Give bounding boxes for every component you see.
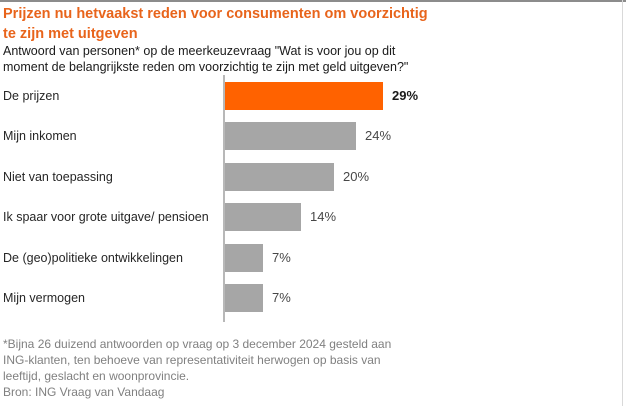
bar-ik-spaar-voor-grote-uitgave-pensioen [225,203,301,231]
value-label-mijn-vermogen: 7% [272,290,291,305]
value-label-niet-van-toepassing: 20% [343,169,370,184]
value-label-de-geo-politieke-ontwikkelingen: 7% [272,250,291,265]
value-label-de-prijzen: 29% [392,88,419,103]
bar-row-mijn-inkomen: Mijn inkomen 24% [0,122,626,150]
value-label-mijn-inkomen: 24% [365,128,392,143]
bar-row-de-prijzen: De prijzen 29% [0,82,626,110]
bar-row-ik-spaar-voor-grote-uitgave-pensioen: Ik spaar voor grote uitgave/ pensioen 14% [0,203,626,231]
bar-mijn-vermogen [225,284,263,312]
bar-de-prijzen [225,82,383,110]
top-border-rule [0,0,626,2]
chart-title: Prijzen nu hetvaakst reden voor consumen… [3,6,428,42]
category-label-mijn-inkomen: Mijn inkomen [3,129,77,143]
bar-row-niet-van-toepassing: Niet van toepassing 20% [0,163,626,191]
chart-subtitle: Antwoord van personen* op de meerkeuzevr… [3,44,409,74]
bar-row-de-geo-politieke-ontwikkelingen: De (geo)politieke ontwikkelingen 7% [0,244,626,272]
category-label-ik-spaar-voor-grote-uitgave-pensioen: Ik spaar voor grote uitgave/ pensioen [3,210,209,224]
category-label-niet-van-toepassing: Niet van toepassing [3,170,113,184]
bar-niet-van-toepassing [225,163,334,191]
category-label-de-geo-politieke-ontwikkelingen: De (geo)politieke ontwikkelingen [3,251,183,265]
right-border-rule [622,0,623,406]
category-label-mijn-vermogen: Mijn vermogen [3,291,85,305]
category-label-de-prijzen: De prijzen [3,89,60,103]
bar-row-mijn-vermogen: Mijn vermogen 7% [0,284,626,312]
value-label-ik-spaar-voor-grote-uitgave-pensioen: 14% [310,209,337,224]
source-credit: Bron: ING Vraag van Vandaag [3,385,165,399]
bar-mijn-inkomen [225,122,356,150]
chart-footnote: *Bijna 26 duizend antwoorden op vraag op… [3,337,392,383]
y-axis-line [223,75,225,322]
bar-de-geo-politieke-ontwikkelingen [225,244,263,272]
